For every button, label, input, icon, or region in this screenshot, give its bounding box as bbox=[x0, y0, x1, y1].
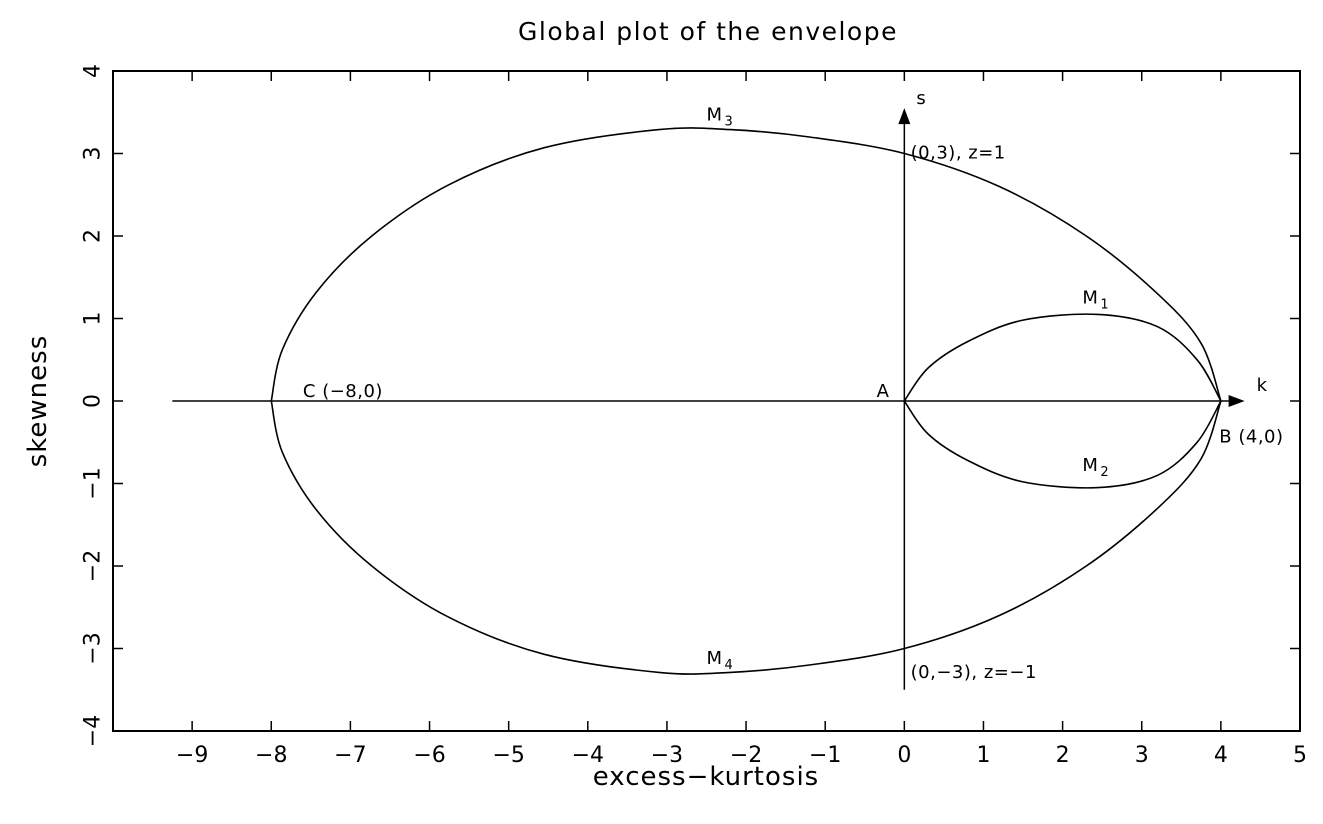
x-tick-label: 3 bbox=[1135, 743, 1149, 768]
k-axis-label: k bbox=[1257, 375, 1268, 396]
x-axis-title: excess−kurtosis bbox=[593, 762, 819, 792]
s-axis-label: s bbox=[916, 88, 926, 109]
chart-title: Global plot of the envelope bbox=[518, 17, 898, 46]
y-axis-title: skewness bbox=[23, 335, 53, 468]
annotations: C (−8,0) A B (4,0) (0,3), z=1 (0,−3), z=−1 M 1… bbox=[303, 105, 1283, 684]
x-tick-label: 5 bbox=[1293, 743, 1307, 768]
y-tick-label: 2 bbox=[81, 229, 106, 243]
envelope-curves bbox=[270, 127, 1222, 675]
y-tick-label: 1 bbox=[81, 312, 106, 326]
x-tick-label: −4 bbox=[572, 743, 604, 768]
x-tick-label: −8 bbox=[255, 743, 287, 768]
y-tick-label: −3 bbox=[81, 632, 106, 664]
annotation-label: C (−8,0) bbox=[303, 381, 383, 402]
x-tick-label: −9 bbox=[176, 743, 208, 768]
x-tick-label: −3 bbox=[651, 743, 683, 768]
x-tick-label: 4 bbox=[1214, 743, 1228, 768]
annotation-label: B (4,0) bbox=[1219, 426, 1283, 447]
y-tick-label: −1 bbox=[81, 467, 106, 499]
s-axis-arrowhead bbox=[898, 108, 911, 125]
x-tick-label: −1 bbox=[809, 743, 841, 768]
x-tick-label: 2 bbox=[1056, 743, 1070, 768]
y-tick-label: 4 bbox=[81, 64, 106, 78]
outer-envelope-upper bbox=[270, 127, 1222, 402]
x-axis-ticks: −9 −8 −7 −6 −5 −4 −3 −2 −1 0 1 2 3 4 5 bbox=[176, 71, 1307, 768]
k-axis-arrowhead bbox=[1228, 395, 1245, 407]
x-tick-label: −7 bbox=[334, 743, 366, 768]
x-tick-label: −5 bbox=[492, 743, 524, 768]
y-tick-label: 3 bbox=[81, 147, 106, 161]
outer-envelope-lower bbox=[270, 400, 1222, 675]
x-tick-label: 0 bbox=[897, 743, 911, 768]
coordinate-axes-arrows: ks bbox=[172, 88, 1267, 690]
inner-loop-upper bbox=[903, 313, 1222, 402]
inner-loop-lower bbox=[903, 400, 1222, 489]
x-tick-label: −2 bbox=[730, 743, 762, 768]
y-axis-ticks: −4 −3 −2 −1 0 1 2 3 4 bbox=[81, 64, 1300, 747]
x-tick-label: −6 bbox=[413, 743, 445, 768]
y-tick-label: −4 bbox=[81, 715, 106, 747]
annotation-label: (0,3), z=1 bbox=[911, 142, 1006, 163]
x-tick-label: 1 bbox=[976, 743, 990, 768]
annotation-label: (0,−3), z=−1 bbox=[911, 662, 1037, 683]
y-tick-label: −2 bbox=[81, 550, 106, 582]
y-tick-label: 0 bbox=[81, 394, 106, 408]
annotation-label: A bbox=[877, 381, 890, 402]
